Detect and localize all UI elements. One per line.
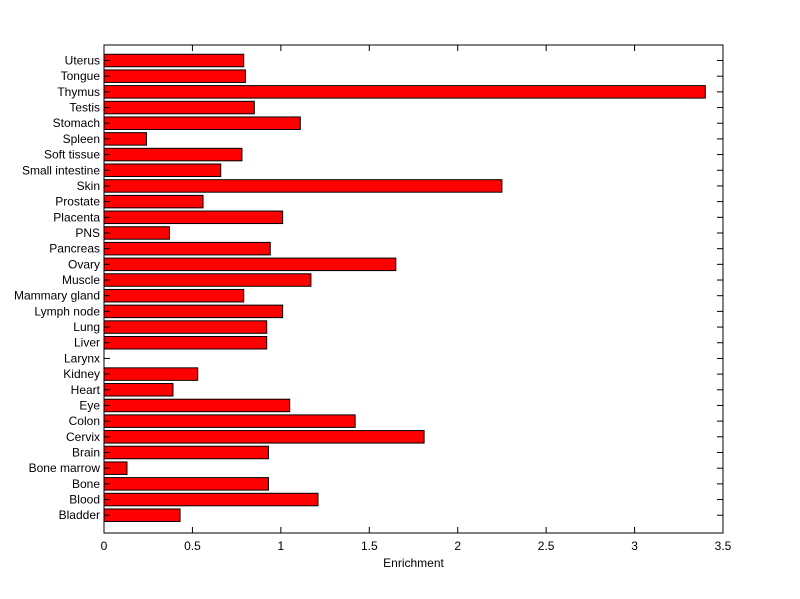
bar-colon (103, 414, 356, 428)
bar-prostate (103, 194, 204, 209)
y-tick-label: Uterus (65, 54, 100, 68)
y-tick-label: PNS (75, 226, 100, 240)
bar-spleen (103, 132, 147, 146)
x-tick-label: 3.5 (715, 539, 732, 553)
plot-frame (103, 44, 724, 534)
y-tick-label: Thymus (57, 85, 100, 99)
y-tick-label: Bone (72, 477, 100, 491)
x-tick-label: 0.5 (184, 539, 201, 553)
bar-placenta (103, 210, 284, 225)
y-tick-label: Placenta (53, 210, 100, 224)
bar-ovary (103, 257, 397, 272)
bar-lung (103, 320, 268, 334)
bar-small-intestine (103, 163, 222, 178)
y-tick-label: Cervix (66, 430, 100, 444)
y-tick-label: Soft tissue (44, 148, 100, 162)
bar-brain (103, 445, 269, 460)
bar-cervix (103, 430, 425, 444)
y-tick-label: Bladder (59, 508, 100, 522)
bar-kidney (103, 367, 199, 381)
bar-thymus (103, 85, 706, 99)
y-tick-label: Prostate (55, 195, 100, 209)
bar-mammary-gland (103, 288, 245, 303)
y-tick-label: Lung (73, 320, 100, 334)
bar-blood (103, 492, 319, 507)
x-tick-label: 2 (454, 539, 461, 553)
bar-stomach (103, 116, 301, 130)
x-axis-label: Enrichment (383, 556, 444, 570)
bar-pns (103, 226, 170, 240)
bar-skin (103, 179, 503, 193)
y-tick-label: Ovary (68, 257, 100, 271)
y-tick-label: Testis (69, 101, 100, 115)
bar-heart (103, 383, 174, 397)
y-tick-label: Eye (79, 398, 100, 412)
y-tick-label: Kidney (63, 367, 100, 381)
bar-tongue (103, 69, 246, 83)
y-tick-label: Brain (72, 446, 100, 460)
y-tick-label: Liver (74, 336, 100, 350)
bar-bone (103, 477, 269, 491)
y-tick-label: Small intestine (22, 163, 100, 177)
y-tick-label: Spleen (63, 132, 100, 146)
bar-pancreas (103, 241, 271, 256)
y-tick-label: Mammary gland (14, 289, 100, 303)
bar-soft-tissue (103, 147, 243, 162)
y-tick-label: Pancreas (49, 242, 100, 256)
bar-bladder (103, 508, 181, 522)
y-tick-label: Lymph node (34, 304, 100, 318)
bar-liver (103, 335, 268, 350)
x-tick-label: 0 (101, 539, 108, 553)
y-tick-label: Blood (69, 493, 100, 507)
y-tick-label: Heart (71, 383, 101, 397)
y-tick-label: Stomach (53, 116, 100, 130)
bar-uterus (103, 53, 245, 68)
bar-testis (103, 100, 255, 115)
x-tick-label: 2.5 (538, 539, 555, 553)
x-tick-label: 1 (278, 539, 285, 553)
y-tick-label: Larynx (64, 351, 100, 365)
bar-eye (103, 398, 291, 413)
y-tick-label: Colon (69, 414, 100, 428)
y-tick-label: Muscle (62, 273, 100, 287)
bar-muscle (103, 273, 312, 287)
bar-lymph-node (103, 304, 284, 319)
x-tick-label: 3 (631, 539, 638, 553)
y-tick-label: Skin (77, 179, 100, 193)
x-tick-label: 1.5 (361, 539, 378, 553)
y-tick-label: Tongue (61, 69, 101, 83)
y-tick-label: Bone marrow (29, 461, 101, 475)
